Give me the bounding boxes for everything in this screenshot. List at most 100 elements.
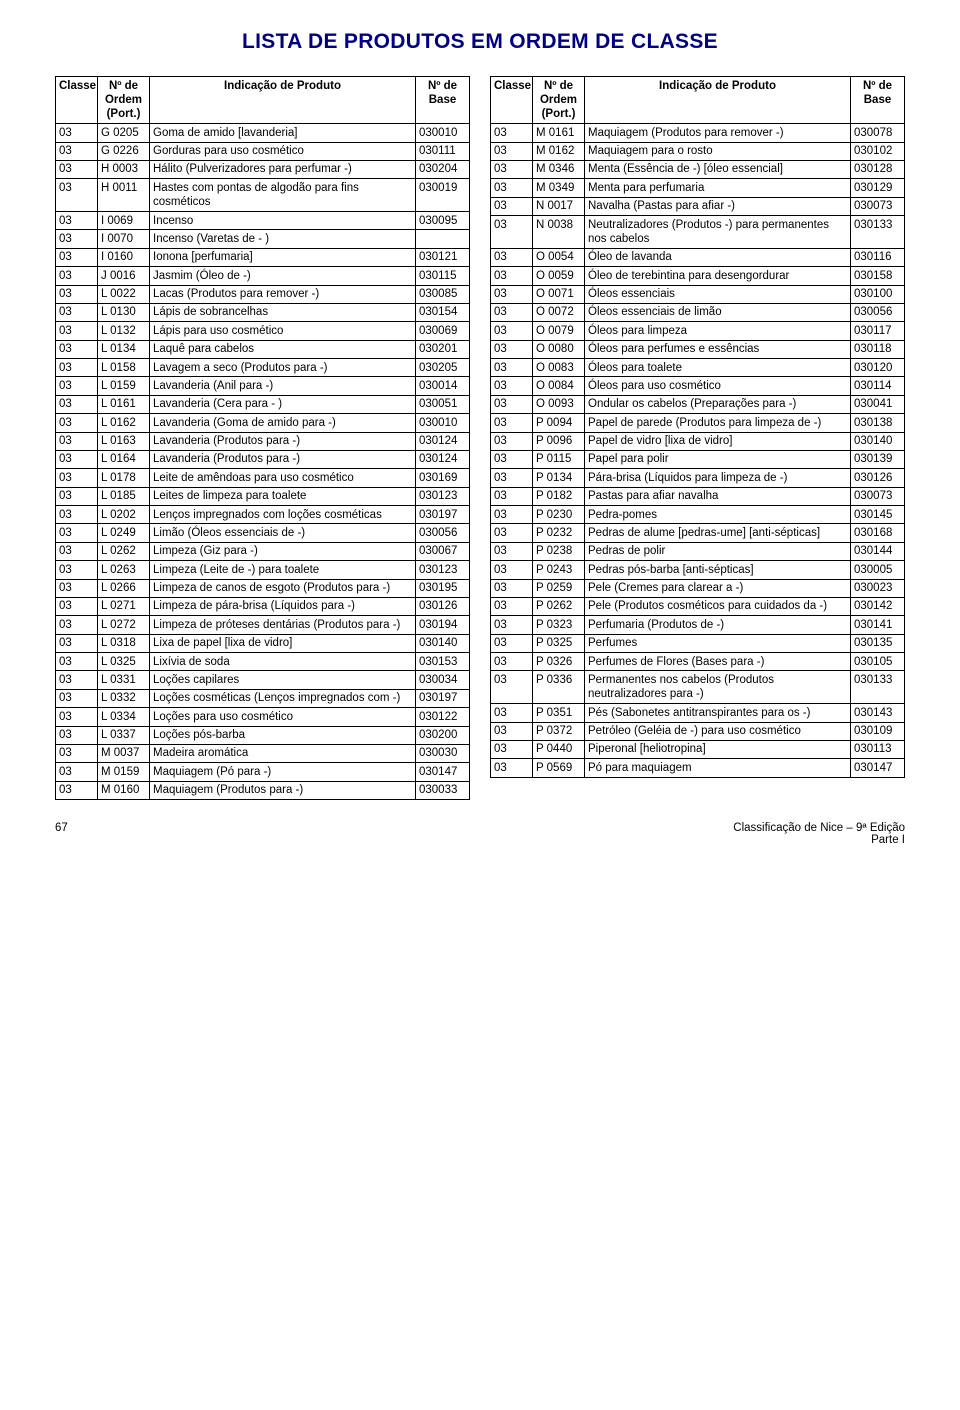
table-row: 03L 0164Lavanderia (Produtos para -)0301…: [56, 450, 470, 468]
cell-ordem: L 0262: [98, 542, 150, 560]
cell-base: 030056: [416, 524, 470, 542]
cell-classe: 03: [56, 142, 98, 160]
cell-classe: 03: [491, 359, 533, 377]
cell-classe: 03: [491, 179, 533, 197]
cell-indicacao: Lixívia de soda: [150, 653, 416, 671]
cell-base: 030153: [416, 653, 470, 671]
cell-ordem: L 0161: [98, 395, 150, 413]
table-row: 03N 0038Neutralizadores (Produtos -) par…: [491, 216, 905, 249]
page-number: 67: [55, 822, 68, 846]
table-row: 03I 0069Incenso030095: [56, 212, 470, 230]
cell-base: 030067: [416, 542, 470, 560]
cell-indicacao: Loções para uso cosmético: [150, 708, 416, 726]
cell-ordem: P 0262: [533, 597, 585, 615]
col-base: Nº de Base: [416, 77, 470, 124]
cell-indicacao: Ionona [perfumaria]: [150, 248, 416, 266]
products-table-right: Classe Nº de Ordem (Port.) Indicação de …: [490, 76, 905, 778]
cell-indicacao: Perfumes de Flores (Bases para -): [585, 653, 851, 671]
cell-classe: 03: [56, 432, 98, 450]
cell-ordem: J 0016: [98, 267, 150, 285]
cell-classe: 03: [491, 759, 533, 777]
table-row: 03N 0017Navalha (Pastas para afiar -)030…: [491, 197, 905, 215]
cell-base: 030135: [851, 634, 905, 652]
table-row: 03P 0440Piperonal [heliotropina]030113: [491, 740, 905, 758]
cell-indicacao: Madeira aromática: [150, 744, 416, 762]
cell-ordem: P 0259: [533, 579, 585, 597]
cell-base: 030123: [416, 487, 470, 505]
cell-classe: 03: [491, 160, 533, 178]
cell-indicacao: Óleos para uso cosmético: [585, 377, 851, 395]
cell-classe: 03: [56, 322, 98, 340]
cell-ordem: P 0238: [533, 542, 585, 560]
cell-ordem: O 0072: [533, 303, 585, 321]
table-row: 03O 0072Óleos essenciais de limão030056: [491, 303, 905, 321]
cell-classe: 03: [56, 689, 98, 707]
cell-indicacao: Lavanderia (Cera para - ): [150, 395, 416, 413]
cell-indicacao: Lavanderia (Produtos para -): [150, 450, 416, 468]
table-row: 03P 0323Perfumaria (Produtos de -)030141: [491, 616, 905, 634]
cell-base: 030204: [416, 160, 470, 178]
table-row: 03L 0163Lavanderia (Produtos para -)0301…: [56, 432, 470, 450]
cell-base: 030115: [416, 267, 470, 285]
cell-classe: 03: [56, 616, 98, 634]
left-column: Classe Nº de Ordem (Port.) Indicação de …: [55, 76, 470, 800]
cell-indicacao: Limpeza de canos de esgoto (Produtos par…: [150, 579, 416, 597]
cell-base: 030073: [851, 487, 905, 505]
cell-ordem: P 0134: [533, 469, 585, 487]
table-row: 03I 0070Incenso (Varetas de - ): [56, 230, 470, 248]
table-row: 03L 0271Limpeza de pára-brisa (Líquidos …: [56, 597, 470, 615]
cell-base: 030113: [851, 740, 905, 758]
cell-base: 030145: [851, 506, 905, 524]
cell-classe: 03: [56, 597, 98, 615]
cell-base: 030197: [416, 506, 470, 524]
cell-classe: 03: [491, 216, 533, 249]
cell-base: 030109: [851, 722, 905, 740]
cell-indicacao: Papel de parede (Produtos para limpeza d…: [585, 414, 851, 432]
table-row: 03L 0132Lápis para uso cosmético030069: [56, 322, 470, 340]
cell-ordem: N 0017: [533, 197, 585, 215]
cell-indicacao: Navalha (Pastas para afiar -): [585, 197, 851, 215]
table-row: 03P 0569Pó para maquiagem030147: [491, 759, 905, 777]
cell-base: 030168: [851, 524, 905, 542]
table-row: 03J 0016Jasmim (Óleo de -)030115: [56, 267, 470, 285]
footer-source-line2: Parte I: [871, 834, 905, 846]
cell-base: 030056: [851, 303, 905, 321]
table-row: 03P 0134Pára-brisa (Líquidos para limpez…: [491, 469, 905, 487]
cell-ordem: M 0037: [98, 744, 150, 762]
cell-base: 030111: [416, 142, 470, 160]
cell-classe: 03: [491, 506, 533, 524]
cell-ordem: P 0440: [533, 740, 585, 758]
cell-ordem: P 0115: [533, 450, 585, 468]
cell-indicacao: Lavanderia (Produtos para -): [150, 432, 416, 450]
cell-base: 030034: [416, 671, 470, 689]
cell-classe: 03: [491, 722, 533, 740]
cell-indicacao: Maquiagem (Produtos para remover -): [585, 124, 851, 142]
cell-base: 030030: [416, 744, 470, 762]
cell-ordem: I 0069: [98, 212, 150, 230]
cell-base: 030138: [851, 414, 905, 432]
table-header-row: Classe Nº de Ordem (Port.) Indicação de …: [56, 77, 470, 124]
cell-indicacao: Lápis de sobrancelhas: [150, 303, 416, 321]
table-row: 03M 0349Menta para perfumaria030129: [491, 179, 905, 197]
table-row: 03L 0325Lixívia de soda030153: [56, 653, 470, 671]
table-row: 03P 0094Papel de parede (Produtos para l…: [491, 414, 905, 432]
cell-ordem: P 0243: [533, 561, 585, 579]
table-row: 03L 0331Loções capilares030034: [56, 671, 470, 689]
cell-classe: 03: [56, 212, 98, 230]
cell-classe: 03: [56, 469, 98, 487]
cell-indicacao: Óleos para limpeza: [585, 322, 851, 340]
table-row: 03P 0259Pele (Cremes para clarear a -)03…: [491, 579, 905, 597]
cell-base: 030147: [851, 759, 905, 777]
cell-indicacao: Maquiagem (Pó para -): [150, 763, 416, 781]
cell-base: 030102: [851, 142, 905, 160]
cell-ordem: M 0162: [533, 142, 585, 160]
cell-classe: 03: [56, 303, 98, 321]
table-row: 03O 0080Óleos para perfumes e essências0…: [491, 340, 905, 358]
cell-indicacao: Pó para maquiagem: [585, 759, 851, 777]
cell-base: 030142: [851, 597, 905, 615]
table-row: 03L 0337Loções pós-barba030200: [56, 726, 470, 744]
cell-base: 030100: [851, 285, 905, 303]
table-row: 03O 0059Óleo de terebintina para desengo…: [491, 267, 905, 285]
cell-classe: 03: [56, 744, 98, 762]
cell-ordem: P 0326: [533, 653, 585, 671]
